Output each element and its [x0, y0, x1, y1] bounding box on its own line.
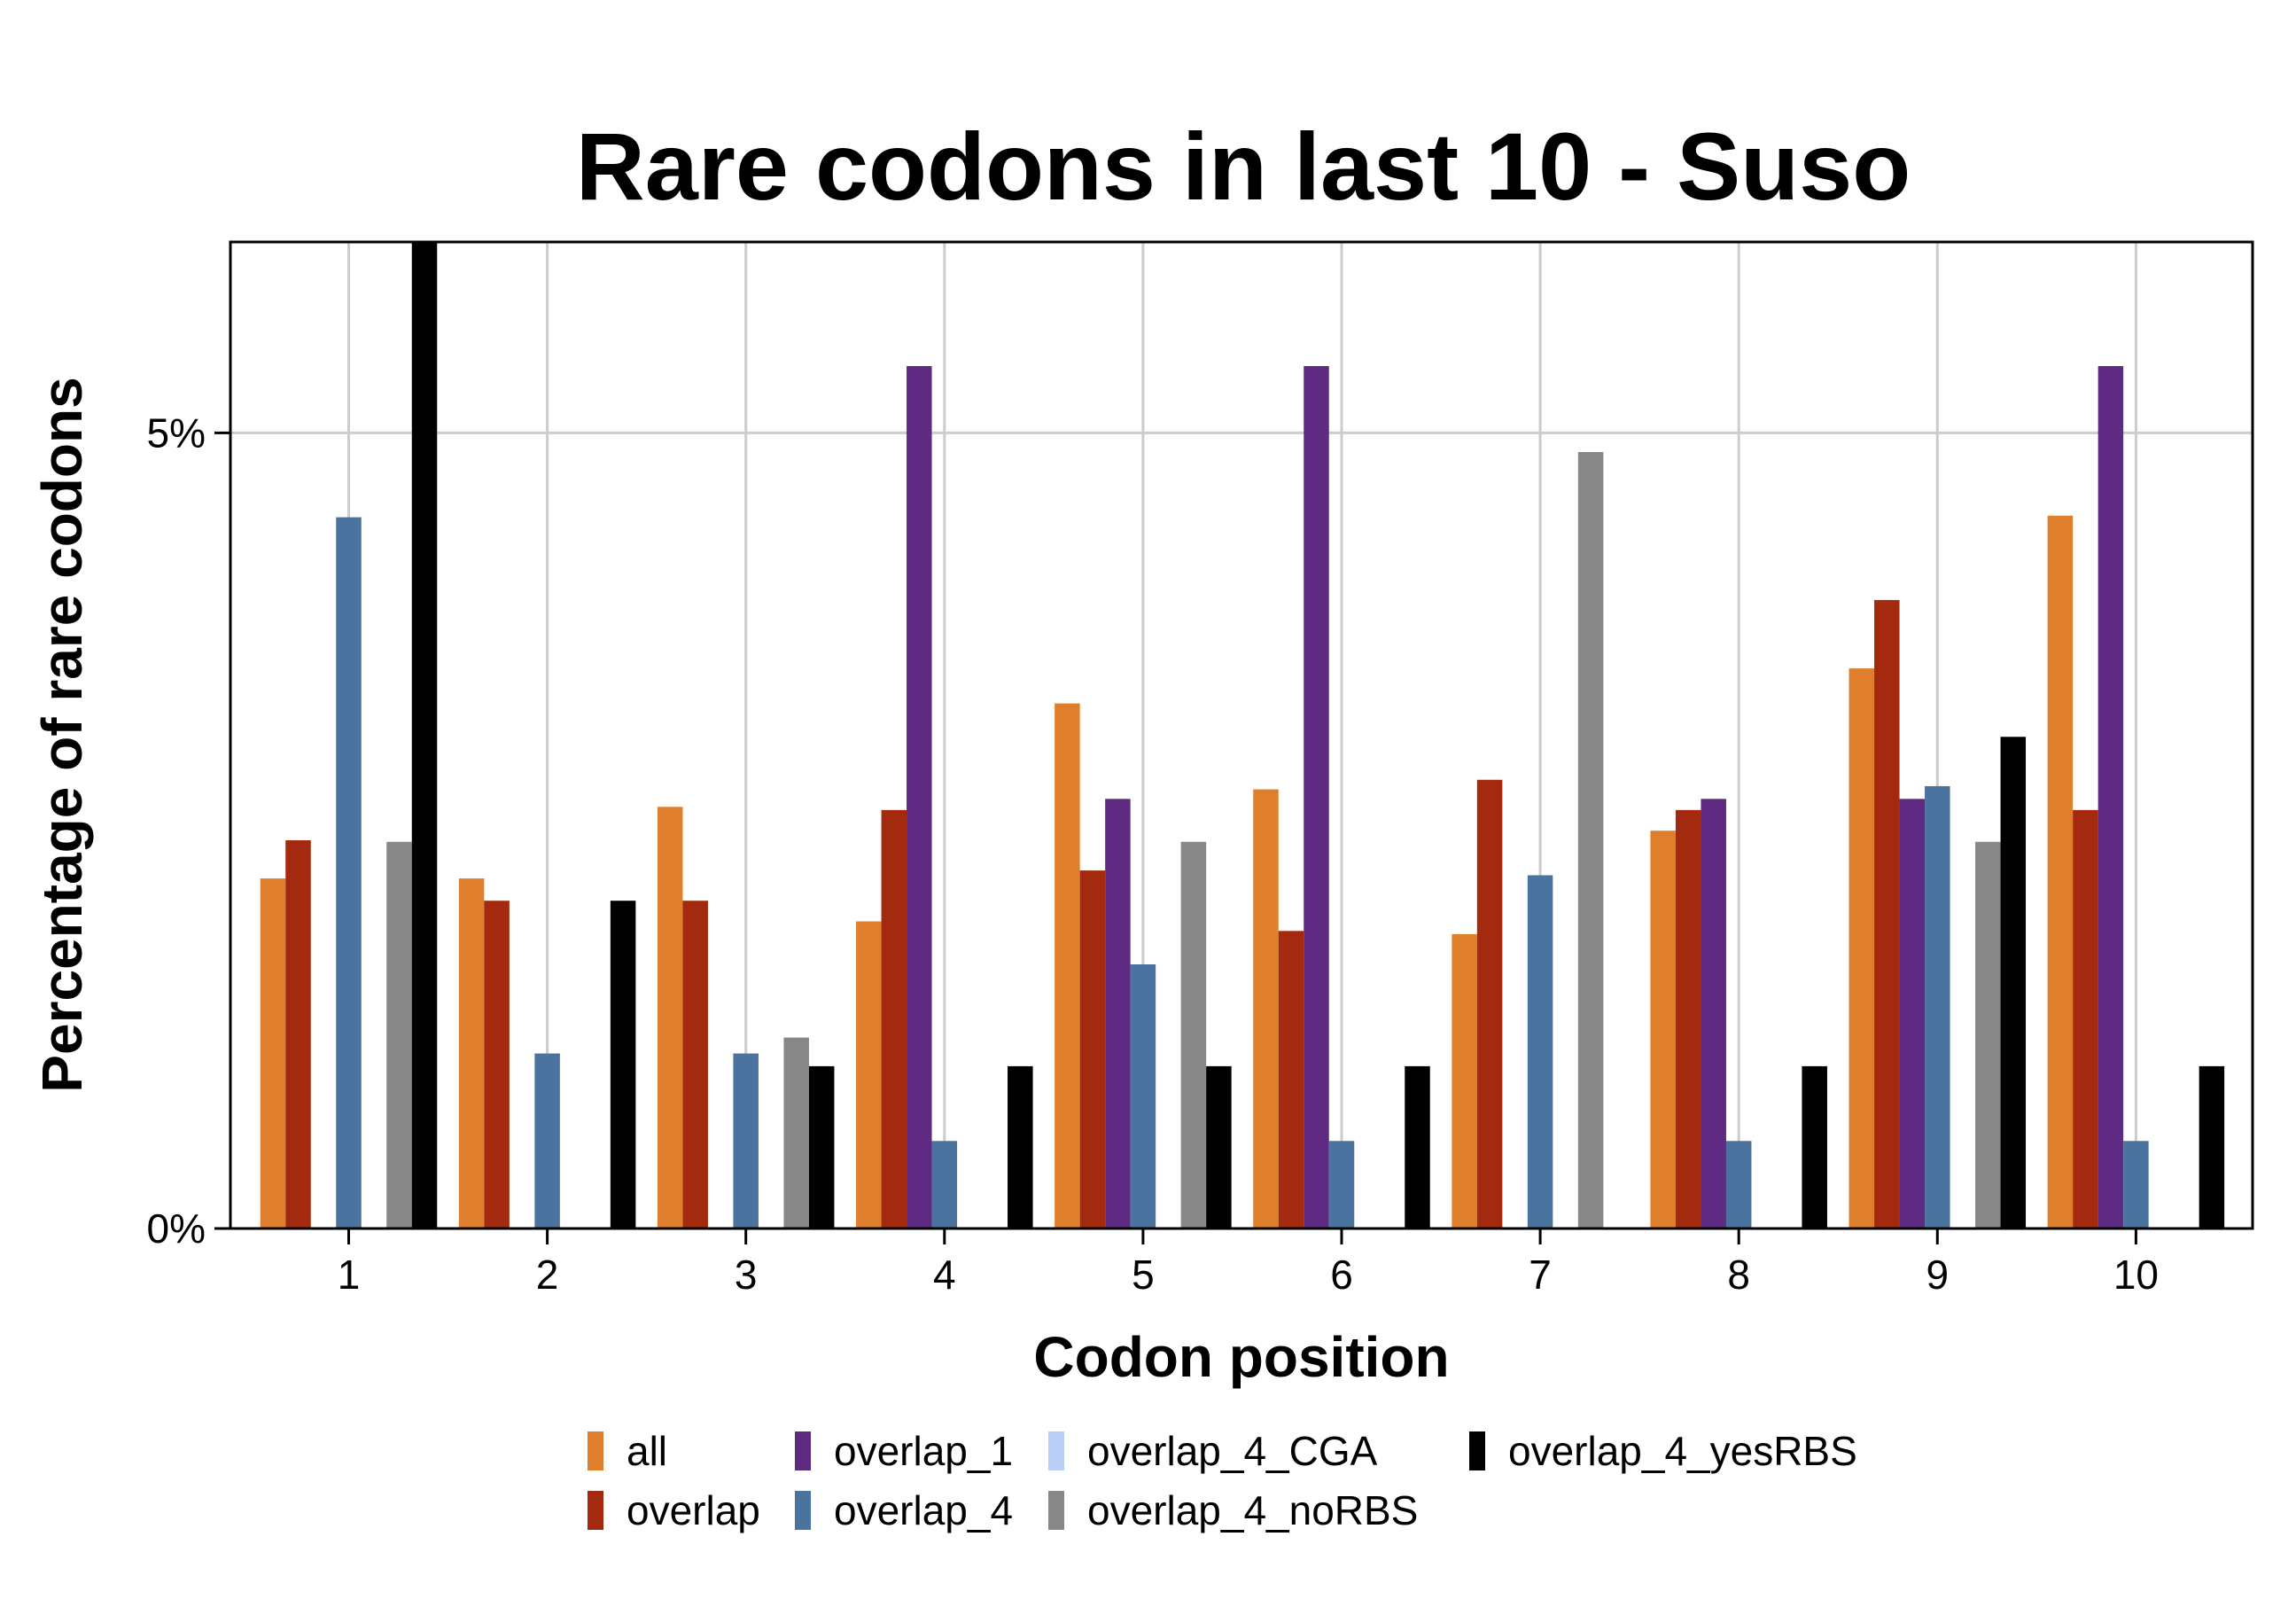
bar-all-pos-3: [657, 807, 683, 1228]
legend-label-overlap_1: overlap_1: [834, 1428, 1013, 1474]
legend-label-overlap: overlap: [627, 1487, 760, 1533]
bar-overlap-pos-3: [682, 901, 708, 1228]
bar-overlap_4-pos-10: [2123, 1141, 2149, 1228]
bar-overlap-pos-5: [1079, 870, 1106, 1228]
legend-label-overlap_4_yesRBS: overlap_4_yesRBS: [1508, 1428, 1857, 1474]
bar-overlap_1-pos-9: [1899, 799, 1926, 1228]
bar-overlap_4-pos-7: [1527, 875, 1553, 1228]
x-tick-label: 1: [338, 1252, 361, 1298]
x-tick-label: 3: [735, 1252, 758, 1298]
legend-label-overlap_4: overlap_4: [834, 1487, 1013, 1533]
bar-all-pos-6: [1253, 789, 1279, 1228]
plot-frame: [229, 240, 2254, 1230]
bar-all-pos-7: [1452, 933, 1477, 1228]
legend: all overlap overlap_1 overlap_4 overlap_4_CG…: [588, 1428, 1857, 1533]
bar-overlap_4-pos-4: [931, 1141, 958, 1228]
x-tick-label: 2: [536, 1252, 559, 1298]
bar-overlap-pos-10: [2073, 809, 2098, 1228]
bar-overlap-pos-8: [1675, 809, 1701, 1228]
bar-all-pos-10: [2047, 515, 2074, 1228]
y-axis-title: Percentage of rare codons: [30, 377, 94, 1092]
bar-overlap_4_noRBS-pos-1: [386, 841, 412, 1228]
bar-all-pos-9: [1848, 668, 1875, 1228]
x-tick-label: 10: [2113, 1252, 2159, 1298]
bar-overlap_4_yesRBS-pos-10: [2199, 1065, 2225, 1228]
bar-overlap-pos-4: [881, 809, 907, 1228]
x-tick-label: 8: [1727, 1252, 1750, 1298]
x-axis-title: Codon position: [1033, 1325, 1449, 1389]
bar-overlap_4_yesRBS-pos-4: [1008, 1065, 1033, 1228]
bar-overlap_4_yesRBS-pos-2: [610, 901, 636, 1228]
legend-swatch-overlap: [588, 1491, 603, 1530]
legend-label-overlap_4_CGA: overlap_4_CGA: [1087, 1428, 1378, 1474]
x-tick-label: 5: [1132, 1252, 1155, 1298]
x-axis: 1 2 3 4 5 6 7 8 9 10: [338, 1228, 2159, 1298]
y-tick-label: 5%: [147, 410, 206, 456]
bar-overlap_1-pos-4: [907, 366, 932, 1228]
bar-overlap-pos-1: [285, 839, 311, 1228]
legend-swatch-overlap_4_CGA: [1048, 1431, 1064, 1470]
bar-overlap_4_yesRBS-pos-8: [1802, 1065, 1827, 1228]
bar-overlap_4_yesRBS-pos-3: [808, 1065, 835, 1228]
bar-overlap_4_noRBS-pos-9: [1975, 841, 2001, 1228]
legend-label-overlap_4_noRBS: overlap_4_noRBS: [1087, 1487, 1418, 1533]
bar-overlap_4_noRBS-pos-3: [783, 1037, 809, 1228]
bar-overlap_4_yesRBS-pos-6: [1405, 1065, 1430, 1228]
bar-overlap_4-pos-3: [733, 1053, 759, 1228]
bar-overlap-pos-2: [484, 901, 510, 1228]
bar-all-pos-8: [1650, 831, 1676, 1228]
bar-overlap_4_yesRBS-pos-5: [1206, 1065, 1232, 1228]
bar-overlap_1-pos-10: [2098, 366, 2124, 1228]
x-tick-label: 7: [1529, 1252, 1552, 1298]
bar-all-pos-5: [1055, 703, 1080, 1228]
legend-swatch-overlap_4_noRBS: [1048, 1491, 1064, 1530]
bar-all-pos-4: [856, 921, 882, 1228]
bar-overlap_4-pos-9: [1925, 785, 1950, 1228]
legend-swatch-all: [588, 1431, 603, 1470]
bar-overlap_4-pos-1: [336, 517, 362, 1228]
bar-overlap_4-pos-8: [1725, 1141, 1752, 1228]
bar-overlap-pos-6: [1278, 931, 1304, 1228]
bar-overlap-pos-7: [1476, 779, 1503, 1228]
bar-all-pos-2: [458, 878, 485, 1228]
y-axis: 0% 5%: [147, 410, 230, 1252]
x-tick-label: 9: [1926, 1252, 1950, 1298]
bar-overlap_4-pos-6: [1328, 1141, 1355, 1228]
bar-overlap_4_yesRBS-pos-9: [2000, 737, 2027, 1228]
x-tick-label: 6: [1330, 1252, 1353, 1298]
bar-overlap_1-pos-5: [1105, 799, 1131, 1228]
bar-overlap_1-pos-8: [1701, 799, 1726, 1228]
legend-label-all: all: [627, 1428, 667, 1474]
legend-swatch-overlap_4_yesRBS: [1469, 1431, 1485, 1470]
bar-overlap_4-pos-5: [1130, 964, 1156, 1228]
bar-overlap_4_noRBS-pos-7: [1577, 451, 1604, 1228]
legend-swatch-overlap_4: [795, 1491, 811, 1530]
chart-title: Rare codons in last 10 - Suso: [576, 113, 1911, 220]
bar-all-pos-1: [260, 878, 286, 1228]
bar-overlap-pos-9: [1874, 599, 1900, 1228]
x-tick-label: 4: [933, 1252, 956, 1298]
y-tick-label: 0%: [147, 1205, 206, 1252]
bar-overlap_4-pos-2: [534, 1053, 560, 1228]
bar-overlap_4_yesRBS-pos-1: [411, 242, 438, 1228]
legend-swatch-overlap_1: [795, 1431, 811, 1470]
bars: [260, 242, 2225, 1228]
bar-overlap_4_noRBS-pos-5: [1180, 841, 1207, 1228]
bar-overlap_1-pos-6: [1304, 366, 1329, 1228]
